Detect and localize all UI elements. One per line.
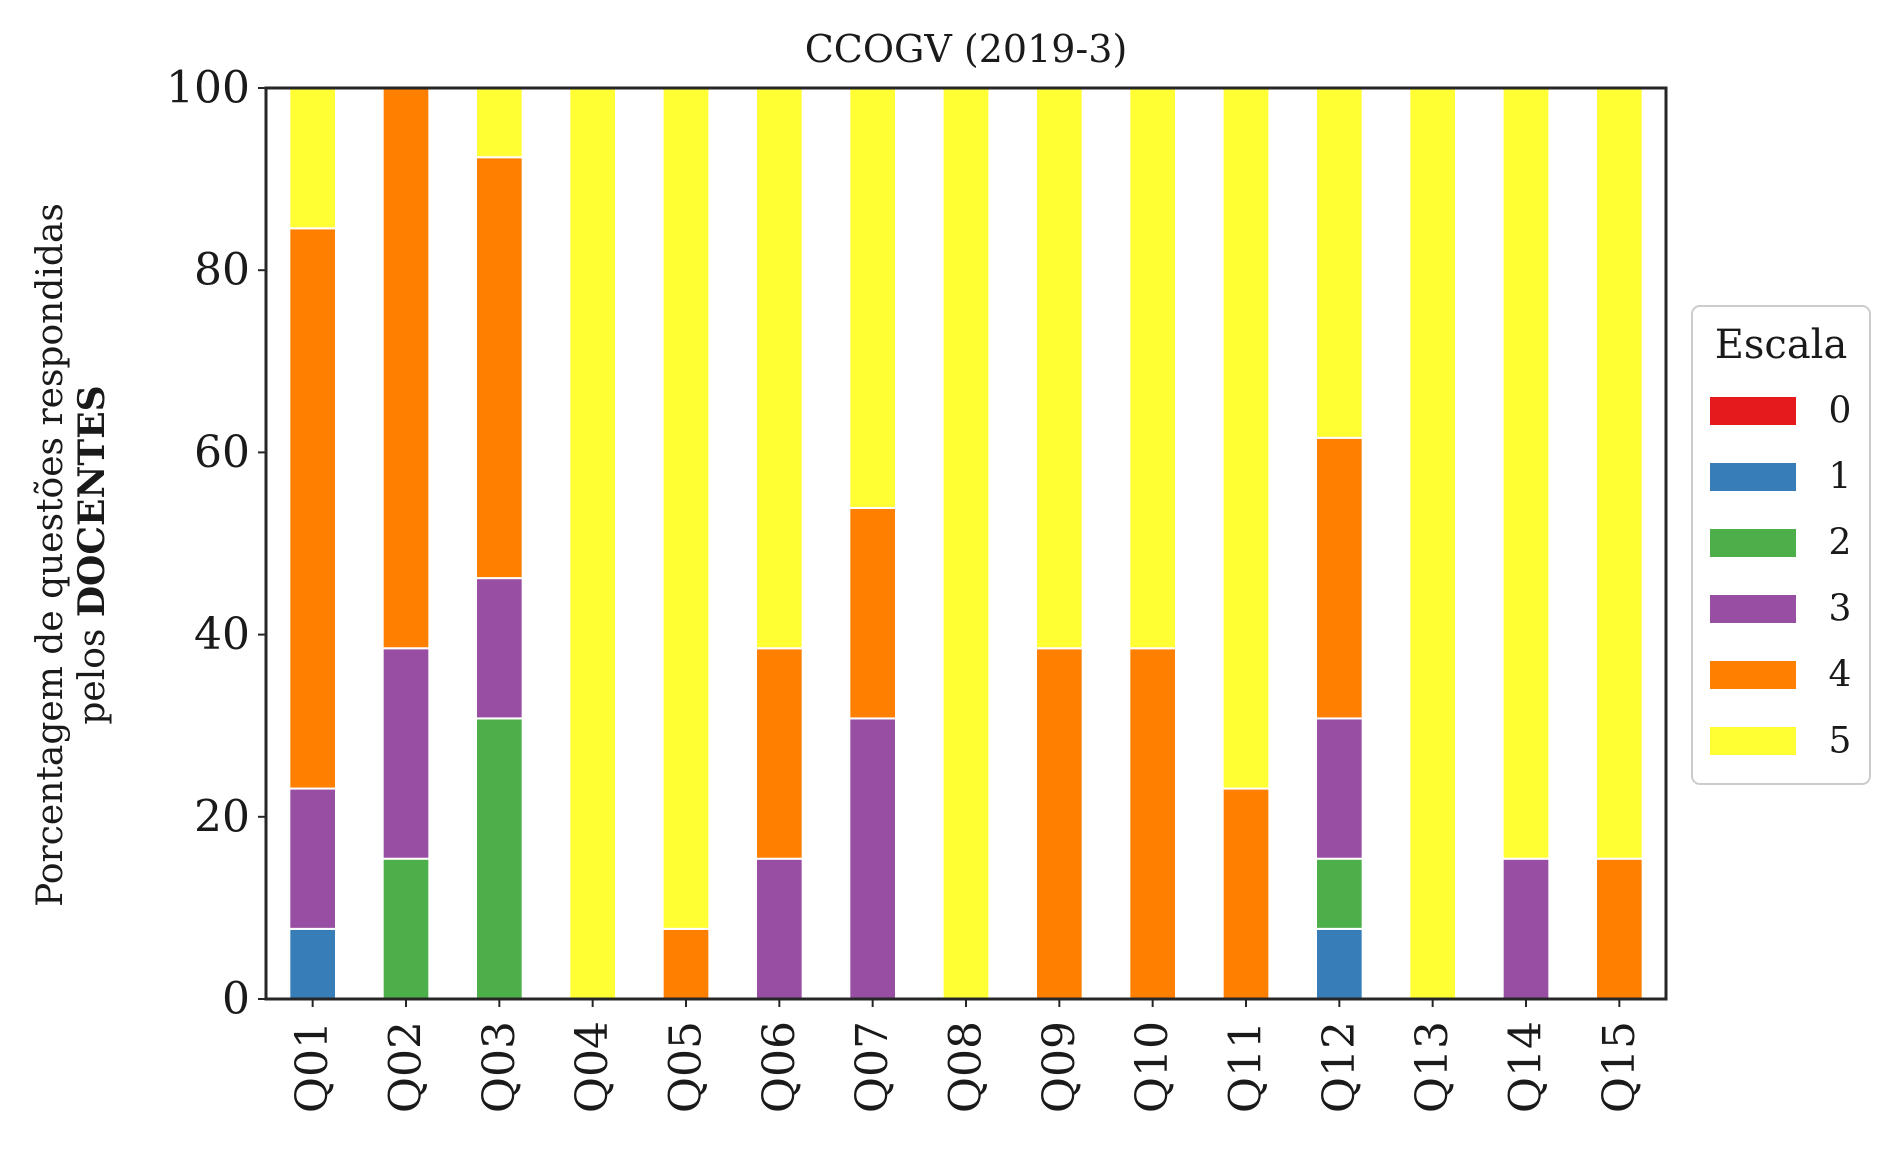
bar-segment-q08-scale-5	[941, 87, 991, 1000]
x-tick-label-q11: Q11	[1221, 1021, 1272, 1113]
bar-segment-q06-scale-5	[755, 87, 804, 650]
bar-segment-q11-scale-5	[1221, 87, 1271, 790]
bar-segment-q01-scale-3	[288, 787, 338, 930]
bar-segment-q06-scale-3	[755, 857, 804, 1000]
bar-segment-q03-scale-4	[475, 156, 524, 580]
x-tick-label-q02: Q02	[381, 1021, 432, 1113]
y-tick-label-0: 0	[222, 974, 250, 1025]
bar-segment-q01-scale-5	[288, 87, 338, 230]
x-tick-label-q13: Q13	[1407, 1021, 1458, 1113]
legend-swatch-scale-2	[1710, 529, 1796, 557]
y-tick-label-60: 60	[194, 427, 250, 478]
bar-segment-q07-scale-4	[848, 506, 897, 720]
bar-segment-q15-scale-4	[1595, 857, 1644, 1000]
bar-segment-q13-scale-5	[1408, 87, 1458, 1000]
x-tick-label-q07: Q07	[847, 1021, 898, 1113]
y-tick-label-80: 80	[194, 245, 250, 296]
bar-segment-q10-scale-5	[1128, 87, 1178, 650]
bar-segment-q14-scale-5	[1501, 87, 1551, 860]
y-tick-label-20: 20	[194, 791, 250, 842]
y-axis-label-line2: pelos DOCENTES	[71, 385, 113, 724]
y-axis-label: Porcentagem de questões respondidas pelo…	[30, 203, 113, 907]
bar-segment-q01-scale-1	[288, 927, 338, 1001]
bar-segment-q03-scale-2	[475, 717, 524, 1000]
bar-segment-q12-scale-2	[1315, 857, 1364, 930]
bar-segment-q12-scale-4	[1315, 436, 1364, 720]
x-tick-label-q14: Q14	[1501, 1021, 1552, 1113]
x-tick-label-q12: Q12	[1314, 1021, 1365, 1113]
bar-segment-q15-scale-5	[1595, 87, 1644, 860]
y-axis-label-prefix: pelos	[72, 617, 113, 724]
bar-segment-q01-scale-4	[288, 227, 338, 790]
bar-segment-q02-scale-3	[381, 647, 431, 860]
y-tick-label-100: 100	[166, 63, 250, 114]
x-tick-label-q05: Q05	[661, 1021, 712, 1113]
bar-segment-q03-scale-3	[475, 577, 524, 720]
bar-segment-q05-scale-5	[661, 87, 711, 930]
x-tick-label-q15: Q15	[1594, 1021, 1645, 1113]
legend-swatch-scale-3	[1710, 595, 1796, 623]
legend-label-scale-2: 2	[1829, 523, 1852, 564]
legend-swatch-scale-4	[1710, 661, 1796, 689]
y-axis-label-bold: DOCENTES	[71, 385, 113, 617]
y-axis-ticks: 0 20 40 60 80 100	[166, 63, 266, 1025]
bar-segment-q02-scale-2	[381, 857, 431, 1000]
legend-label-scale-4: 4	[1829, 655, 1852, 696]
bar-segment-q04-scale-5	[568, 87, 617, 1000]
x-tick-label-q04: Q04	[567, 1021, 618, 1113]
legend-swatch-scale-5	[1710, 727, 1796, 755]
bar-segment-q03-scale-5	[475, 86, 524, 159]
x-tick-label-q01: Q01	[287, 1021, 338, 1113]
legend-label-scale-3: 3	[1829, 589, 1852, 630]
plot-frame	[264, 86, 1668, 1001]
bar-segment-q07-scale-3	[848, 717, 897, 1000]
x-tick-label-q09: Q09	[1034, 1021, 1085, 1113]
bar-segment-q12-scale-3	[1315, 717, 1364, 860]
legend-title: Escala	[1715, 322, 1848, 368]
bar-segment-q07-scale-5	[848, 86, 897, 509]
legend-label-scale-1: 1	[1829, 457, 1852, 498]
x-tick-label-q06: Q06	[754, 1021, 805, 1113]
bar-segment-q10-scale-4	[1128, 647, 1178, 1000]
bar-segment-q12-scale-5	[1315, 86, 1364, 439]
bar-segment-q09-scale-5	[1035, 87, 1084, 650]
legend: Escala 0 1 2 3 4 5	[1691, 305, 1871, 785]
x-axis-ticks: Q01 Q02 Q03 Q04 Q05 Q06 Q07 Q08 Q09 Q10 Q11 Q12 Q13 Q…	[287, 999, 1645, 1113]
bar-segment-q11-scale-4	[1221, 787, 1271, 1001]
chart-title: CCOGV (2019-3)	[805, 27, 1128, 71]
bar-segment-q14-scale-3	[1501, 857, 1551, 1000]
bar-segment-q06-scale-4	[755, 647, 804, 860]
bar-segment-q09-scale-4	[1035, 647, 1084, 1000]
x-tick-label-q03: Q03	[474, 1021, 525, 1113]
y-axis-label-line1: Porcentagem de questões respondidas	[30, 203, 71, 907]
legend-swatch-scale-1	[1710, 463, 1796, 491]
bar-segment-q02-scale-4	[381, 87, 431, 650]
legend-label-scale-5: 5	[1829, 721, 1852, 762]
x-tick-label-q10: Q10	[1127, 1021, 1178, 1113]
bar-segment-q05-scale-4	[661, 927, 711, 1001]
legend-items: 0 1 2 3 4 5	[1710, 391, 1851, 762]
bar-segment-q12-scale-1	[1315, 927, 1364, 1001]
bars-layer	[288, 86, 1644, 1001]
y-tick-label-40: 40	[194, 609, 250, 660]
legend-label-scale-0: 0	[1829, 391, 1852, 432]
x-tick-label-q08: Q08	[941, 1021, 992, 1113]
legend-swatch-scale-0	[1710, 397, 1796, 425]
